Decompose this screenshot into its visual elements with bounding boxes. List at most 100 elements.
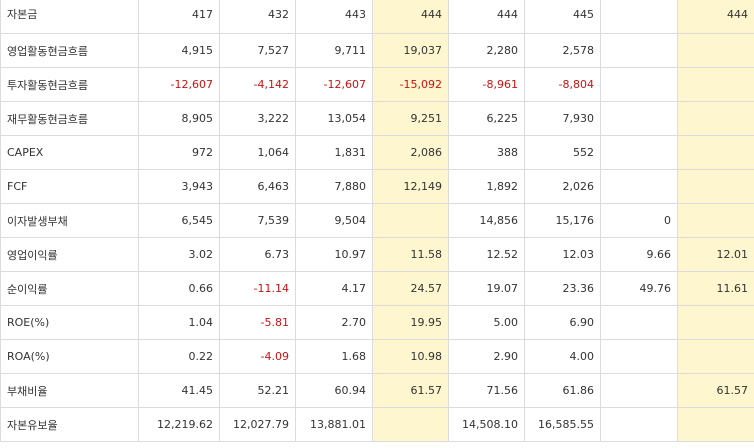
table-cell <box>600 373 678 408</box>
table-cell: 71.56 <box>448 373 525 408</box>
table-cell: 14,856 <box>448 203 525 238</box>
table-cell: 13,054 <box>295 101 373 136</box>
table-row: 영업이익률 3.02 6.73 10.97 11.58 12.52 12.03 9.66 12.… <box>0 237 754 272</box>
table-cell <box>600 0 678 34</box>
table-cell <box>677 135 754 170</box>
table-cell: -12,607 <box>295 67 373 102</box>
table-cell: 16,585.55 <box>524 407 601 442</box>
table-cell: 1,831 <box>295 135 373 170</box>
table-cell <box>677 169 754 204</box>
table-row: ROE(%) 1.04 -5.81 2.70 19.95 5.00 6.90 <box>0 305 754 340</box>
table-cell: 10.98 <box>372 339 449 374</box>
table-cell: 6,545 <box>138 203 220 238</box>
table-cell: 388 <box>448 135 525 170</box>
table-cell: 4.17 <box>295 271 373 306</box>
table-cell: 2.70 <box>295 305 373 340</box>
table-cell: 13,881.01 <box>295 407 373 442</box>
table-cell: -8,961 <box>448 67 525 102</box>
table-cell: 11.58 <box>372 237 449 272</box>
table-cell <box>677 305 754 340</box>
table-cell: 12.01 <box>677 237 754 272</box>
table-cell: 60.94 <box>295 373 373 408</box>
table-row: 자본유보율 12,219.62 12,027.79 13,881.01 14,508.1… <box>0 407 754 442</box>
table-cell: -15,092 <box>372 67 449 102</box>
table-cell: 5.00 <box>448 305 525 340</box>
row-label: 영업활동현금흐름 <box>0 33 139 68</box>
table-cell <box>600 101 678 136</box>
table-cell: 23.36 <box>524 271 601 306</box>
table-cell <box>600 135 678 170</box>
row-label: CAPEX <box>0 135 139 170</box>
table-cell: 0.22 <box>138 339 220 374</box>
row-label: 투자활동현금흐름 <box>0 67 139 102</box>
table-cell: 15,176 <box>524 203 601 238</box>
table-cell: 9.66 <box>600 237 678 272</box>
table-cell: 9,711 <box>295 33 373 68</box>
table-cell: 972 <box>138 135 220 170</box>
table-cell: 7,539 <box>219 203 296 238</box>
table-cell: 4,915 <box>138 33 220 68</box>
row-label: ROE(%) <box>0 305 139 340</box>
table-cell <box>600 169 678 204</box>
table-cell: 1.04 <box>138 305 220 340</box>
table-cell: 7,527 <box>219 33 296 68</box>
row-label: 이자발생부채 <box>0 203 139 238</box>
table-row: 순이익률 0.66 -11.14 4.17 24.57 19.07 23.36 49.76 11… <box>0 271 754 306</box>
row-label: 재무활동현금흐름 <box>0 101 139 136</box>
row-label: ROA(%) <box>0 339 139 374</box>
table-cell: 432 <box>219 0 296 34</box>
table-cell: -8,804 <box>524 67 601 102</box>
table-cell: 444 <box>448 0 525 34</box>
table-cell: 9,251 <box>372 101 449 136</box>
table-cell <box>372 407 449 442</box>
table-row: 영업활동현금흐름 4,915 7,527 9,711 19,037 2,280 2,578 <box>0 33 754 68</box>
table-cell <box>677 101 754 136</box>
table-cell: -5.81 <box>219 305 296 340</box>
row-label: 자본금 <box>0 0 139 34</box>
table-cell: 12,027.79 <box>219 407 296 442</box>
table-cell: 1.68 <box>295 339 373 374</box>
table-cell <box>600 339 678 374</box>
table-cell: 2,578 <box>524 33 601 68</box>
table-cell: 12.52 <box>448 237 525 272</box>
table-cell: 6.90 <box>524 305 601 340</box>
table-cell <box>677 339 754 374</box>
table-cell: 61.57 <box>372 373 449 408</box>
table-cell <box>600 67 678 102</box>
table-cell: 52.21 <box>219 373 296 408</box>
table-cell: 443 <box>295 0 373 34</box>
row-label: 부채비율 <box>0 373 139 408</box>
table-cell: 19.07 <box>448 271 525 306</box>
table-row: 부채비율 41.45 52.21 60.94 61.57 71.56 61.86 61.57 <box>0 373 754 408</box>
table-cell: -12,607 <box>138 67 220 102</box>
row-label: 자본유보율 <box>0 407 139 442</box>
table-cell: 49.76 <box>600 271 678 306</box>
table-cell <box>677 67 754 102</box>
table-cell: 19,037 <box>372 33 449 68</box>
table-cell: 61.86 <box>524 373 601 408</box>
table-cell <box>677 407 754 442</box>
table-cell: 8,905 <box>138 101 220 136</box>
table-cell: 6.73 <box>219 237 296 272</box>
table-row: ROA(%) 0.22 -4.09 1.68 10.98 2.90 4.00 <box>0 339 754 374</box>
table-cell: 2,280 <box>448 33 525 68</box>
table-cell: 7,930 <box>524 101 601 136</box>
table-cell: -4,142 <box>219 67 296 102</box>
table-cell: 12,149 <box>372 169 449 204</box>
table-cell: 2.90 <box>448 339 525 374</box>
table-cell: 6,463 <box>219 169 296 204</box>
table-cell: 6,225 <box>448 101 525 136</box>
table-cell: 14,508.10 <box>448 407 525 442</box>
row-label: FCF <box>0 169 139 204</box>
table-cell: 19.95 <box>372 305 449 340</box>
table-cell: 1,064 <box>219 135 296 170</box>
table-row: FCF 3,943 6,463 7,880 12,149 1,892 2,026 <box>0 169 754 204</box>
table-cell: -11.14 <box>219 271 296 306</box>
table-cell: 3.02 <box>138 237 220 272</box>
table-cell: 445 <box>524 0 601 34</box>
row-label: 영업이익률 <box>0 237 139 272</box>
table-row: 이자발생부채 6,545 7,539 9,504 14,856 15,176 0 <box>0 203 754 238</box>
table-cell: 12.03 <box>524 237 601 272</box>
table-cell: 7,880 <box>295 169 373 204</box>
